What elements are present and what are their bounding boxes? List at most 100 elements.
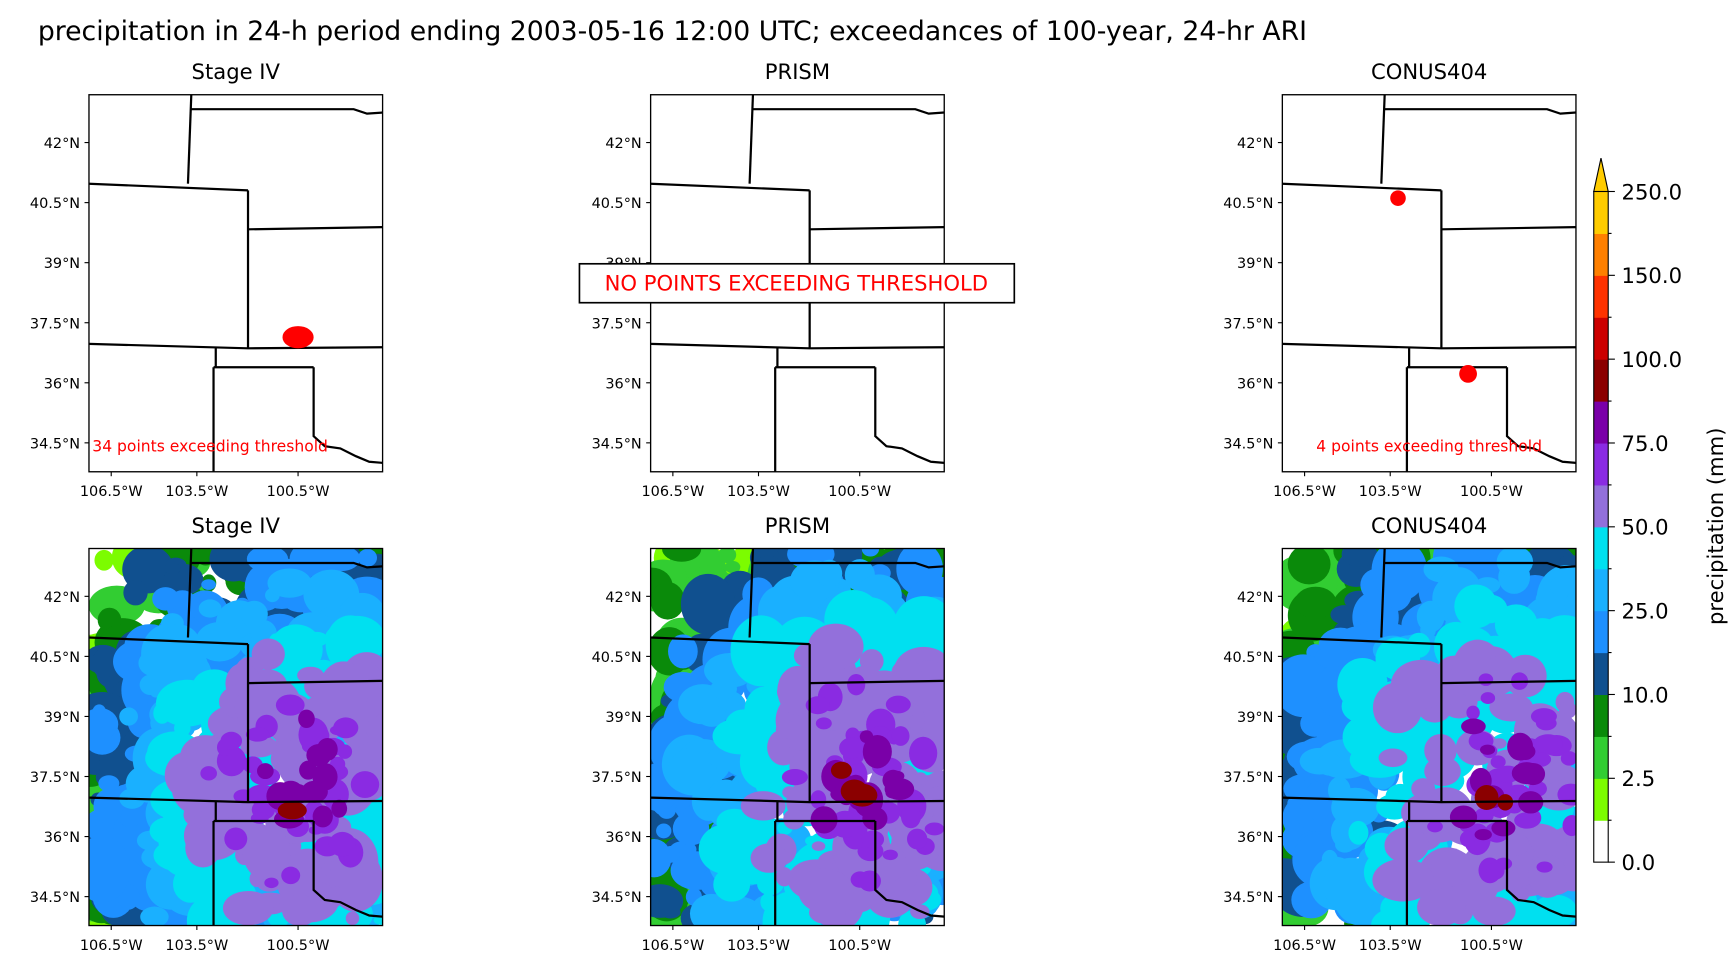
- lat-tick-label: 36°N: [1237, 830, 1273, 846]
- state-border: [1380, 548, 1386, 638]
- state-border: [809, 225, 945, 231]
- panel-title: CONUS404: [1371, 59, 1487, 84]
- panel-title: PRISM: [765, 513, 830, 538]
- lat-tick-label: 39°N: [605, 710, 641, 726]
- lat-tick-label: 37.5°N: [30, 770, 80, 786]
- state-border: [874, 367, 945, 464]
- colorbar-band: [1593, 526, 1609, 570]
- state-border: [1282, 342, 1576, 350]
- colorbar-band: [1593, 484, 1609, 528]
- state-border: [191, 561, 383, 569]
- state-border: [88, 636, 249, 646]
- colorbar-tick-label: 25.0: [1622, 598, 1669, 623]
- axes-frame: [1281, 547, 1577, 927]
- axes-frame: [649, 547, 945, 927]
- lon-tick-label: 100.5°W: [1460, 938, 1523, 954]
- state-border: [1282, 796, 1576, 804]
- lon-tick-label: 100.5°W: [828, 484, 891, 500]
- state-border: [650, 182, 810, 192]
- lon-tick-label: 103.5°W: [727, 938, 790, 954]
- colorbar-band: [1593, 191, 1609, 234]
- state-border: [748, 94, 755, 184]
- lat-tick-label: 39°N: [44, 256, 80, 272]
- state-border: [1441, 225, 1576, 231]
- lat-tick-label: 34.5°N: [1223, 436, 1273, 452]
- state-border: [186, 548, 193, 638]
- exceedance-marker: [1459, 364, 1477, 383]
- state-border: [312, 367, 383, 464]
- state-border: [650, 636, 810, 646]
- lat-tick-label: 37.5°N: [30, 316, 80, 332]
- state-border: [1505, 820, 1576, 918]
- colorbar-band: [1593, 233, 1609, 276]
- colorbar-tick-label: 2.5: [1622, 766, 1656, 791]
- lat-tick-label: 42°N: [44, 590, 80, 606]
- lat-tick-label: 36°N: [605, 376, 641, 392]
- colorbar-tick-label: 250.0: [1622, 179, 1682, 204]
- lat-tick-label: 37.5°N: [1223, 770, 1273, 786]
- lat-tick-label: 39°N: [1237, 710, 1273, 726]
- lon-tick-label: 100.5°W: [267, 938, 330, 954]
- state-border: [1441, 679, 1576, 685]
- panel-title: CONUS404: [1371, 513, 1487, 538]
- map-panel: CONUS404 42°N 40.5°N 39°N 37.5°N 36°N 34.5°N 10…: [1223, 59, 1577, 500]
- panel-annotation: 34 points exceeding threshold: [92, 438, 328, 456]
- figure-title: precipitation in 24-h period ending 2003…: [38, 16, 1307, 47]
- state-border: [1380, 94, 1386, 184]
- map-panel: PRISM42°N40.5°N39°N37.5°N36°N34.5°N106.5…: [578, 59, 1016, 500]
- state-border: [247, 225, 383, 231]
- colorbar-band: [1593, 610, 1609, 654]
- colorbar-band: [1593, 568, 1609, 612]
- state-border: [752, 108, 945, 115]
- exceedance-marker: [282, 326, 314, 349]
- lat-tick-label: 40.5°N: [592, 650, 642, 666]
- colorbar-band: [1593, 652, 1609, 696]
- colorbar-extension: [1593, 158, 1609, 193]
- panel-annotation: 4 points exceeding threshold: [1316, 438, 1542, 456]
- state-border: [809, 679, 945, 685]
- state-border: [88, 182, 249, 192]
- colorbar-band: [1593, 359, 1609, 402]
- colorbar-band: [1593, 275, 1609, 318]
- lon-tick-label: 106.5°W: [80, 484, 143, 500]
- lon-tick-label: 100.5°W: [1460, 484, 1523, 500]
- lat-tick-label: 40.5°N: [1223, 196, 1273, 212]
- lat-tick-label: 36°N: [44, 830, 80, 846]
- axes-frame: [1281, 94, 1577, 473]
- lat-tick-label: 42°N: [44, 136, 80, 152]
- lat-tick-label: 34.5°N: [1223, 890, 1273, 906]
- colorbar-tick-label: 150.0: [1622, 263, 1682, 288]
- lat-tick-label: 36°N: [605, 830, 641, 846]
- map-background: [88, 94, 383, 472]
- precip-field: [88, 94, 383, 472]
- colorbar-tick-label: 100.0: [1622, 347, 1682, 372]
- state-border: [88, 342, 383, 350]
- lat-tick-label: 34.5°N: [592, 436, 642, 452]
- lat-tick-label: 40.5°N: [30, 196, 80, 212]
- panel-title: Stage IV: [192, 59, 281, 84]
- banner-text: NO POINTS EXCEEDING THRESHOLD: [605, 270, 988, 295]
- map-panel: Stage IV 42°N 40.5°N 39°N 37.5°N 36°N 34.5°N 10…: [30, 513, 384, 954]
- map-background: [1282, 94, 1576, 472]
- state-border: [752, 561, 945, 569]
- lat-tick-label: 39°N: [44, 710, 80, 726]
- precip-field: [1282, 94, 1576, 472]
- banner-box: [578, 262, 1016, 304]
- precip-field: [88, 548, 383, 926]
- lat-tick-label: 39°N: [1237, 256, 1273, 272]
- state-border: [874, 820, 945, 918]
- state-border: [1282, 636, 1442, 646]
- state-border: [748, 548, 755, 638]
- lon-tick-label: 106.5°W: [641, 938, 704, 954]
- colorbar-band: [1593, 401, 1609, 444]
- state-border: [1282, 182, 1442, 192]
- lon-tick-label: 103.5°W: [1359, 938, 1422, 954]
- panel-title: Stage IV: [192, 513, 281, 538]
- state-border: [650, 342, 945, 350]
- lat-tick-label: 42°N: [1237, 136, 1273, 152]
- lat-tick-label: 37.5°N: [592, 770, 642, 786]
- state-border: [1505, 367, 1576, 464]
- colorbar-tick-label: 0.0: [1622, 850, 1656, 875]
